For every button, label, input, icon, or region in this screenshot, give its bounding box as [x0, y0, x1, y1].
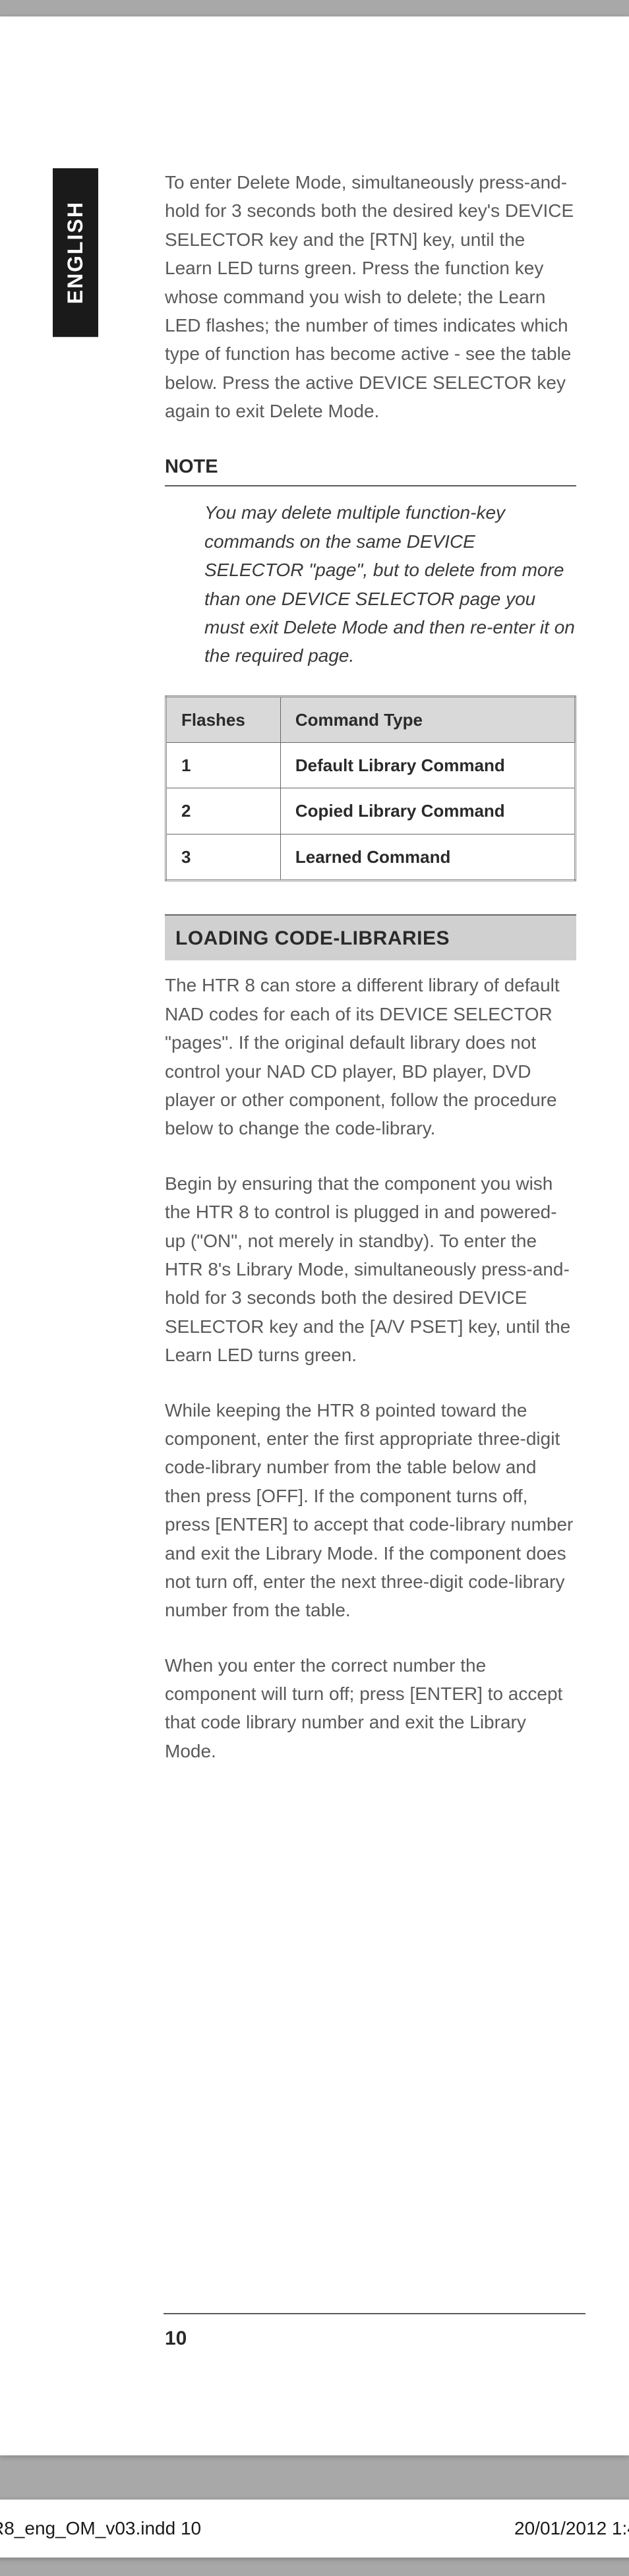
cell-type: Learned Command: [280, 834, 575, 880]
col-header-type: Command Type: [280, 696, 575, 742]
print-footer: R8_eng_OM_v03.indd 10 20/01/2012 1:46a: [0, 2500, 629, 2558]
section-p3: While keeping the HTR 8 pointed toward t…: [165, 1396, 576, 1625]
page-number: 10: [165, 2313, 585, 2350]
note-heading: NOTE: [165, 452, 576, 487]
col-header-flashes: Flashes: [166, 696, 281, 742]
section-heading: LOADING CODE-LIBRARIES: [165, 914, 576, 961]
cell-type: Copied Library Command: [280, 788, 575, 834]
section-p4: When you enter the correct number the co…: [165, 1651, 576, 1766]
table-row: 3 Learned Command: [166, 834, 576, 880]
cell-type: Default Library Command: [280, 743, 575, 788]
flashes-table: Flashes Command Type 1 Default Library C…: [165, 695, 576, 881]
intro-paragraph: To enter Delete Mode, simultaneously pre…: [165, 168, 576, 426]
table-row: 1 Default Library Command: [166, 743, 576, 788]
cell-flashes: 1: [166, 743, 281, 788]
footer-filename: R8_eng_OM_v03.indd 10: [0, 2518, 201, 2539]
section-p1: The HTR 8 can store a different library …: [165, 971, 576, 1142]
page-content: To enter Delete Mode, simultaneously pre…: [165, 16, 576, 1765]
section-p2: Begin by ensuring that the component you…: [165, 1169, 576, 1370]
language-tab: ENGLISH: [53, 168, 98, 337]
footer-timestamp: 20/01/2012 1:46a: [514, 2518, 629, 2539]
cell-flashes: 3: [166, 834, 281, 880]
cell-flashes: 2: [166, 788, 281, 834]
table-header-row: Flashes Command Type: [166, 696, 576, 742]
document-page: ENGLISH To enter Delete Mode, simultaneo…: [0, 16, 629, 2455]
table-row: 2 Copied Library Command: [166, 788, 576, 834]
note-body: You may delete multiple function-key com…: [165, 498, 576, 670]
